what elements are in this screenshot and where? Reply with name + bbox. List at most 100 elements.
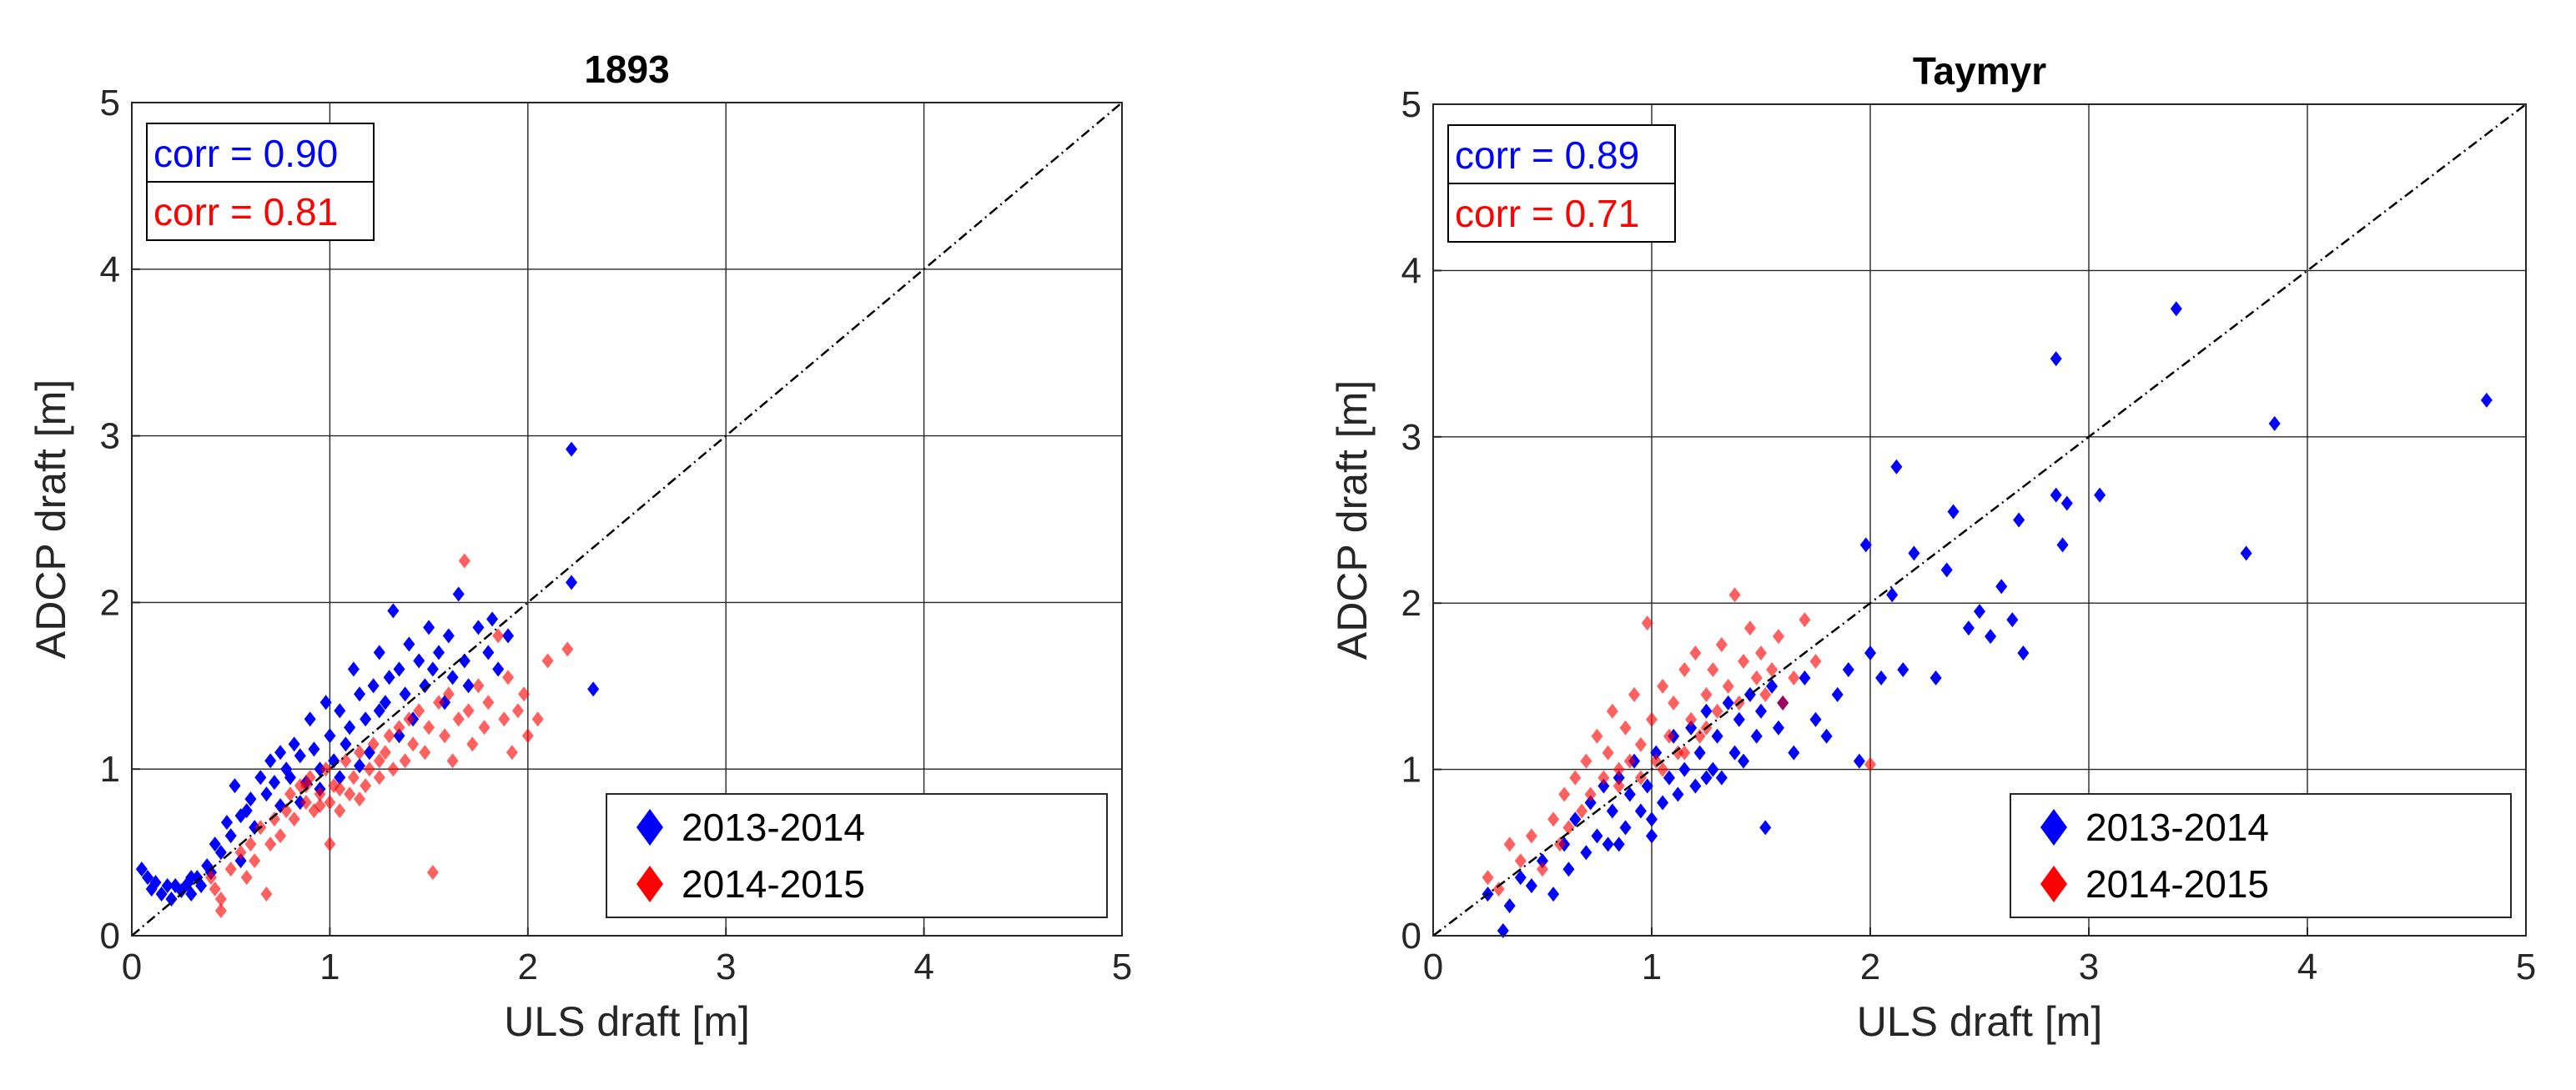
scatter-point-2013-2014: [373, 703, 385, 719]
scatter-point-2013-2014: [141, 870, 153, 886]
scatter-point-2013-2014: [254, 770, 267, 786]
scatter-point-2014-2015: [502, 670, 515, 686]
scatter-point-2013-2014: [1613, 770, 1625, 786]
corr-label-2013-2014: corr = 0.90: [153, 132, 338, 175]
scatter-point-2014-2015: [521, 728, 534, 744]
scatter-point-2013-2014: [1995, 579, 2008, 595]
scatter-point-2013-2014: [1514, 870, 1527, 886]
scatter-point-2014-2015: [1576, 803, 1588, 819]
scatter-point-2014-2015: [314, 798, 326, 814]
scatter-point-2013-2014: [1525, 878, 1537, 894]
scatter-point-2013-2014: [347, 661, 360, 677]
scatter-point-2014-2015: [354, 791, 366, 807]
scatter-point-2013-2014: [2240, 545, 2252, 561]
scatter-point-2013-2014: [1859, 537, 1872, 553]
scatter-point-2013-2014: [1678, 761, 1691, 777]
scatter-point-2014-2015: [1525, 828, 1537, 844]
scatter-point-2013-2014: [1755, 703, 1767, 719]
scatter-point-2014-2015: [334, 803, 346, 819]
scatter-point-2014-2015: [1553, 836, 1566, 852]
scatter-point-2013-2014: [1685, 720, 1698, 736]
scatter-point-2014-2015: [1750, 670, 1763, 686]
scatter-point-2013-2014: [1711, 728, 1723, 744]
legend-marker-2013-2014: [2040, 809, 2067, 846]
scatter-point-2013-2014: [387, 603, 400, 619]
scatter-point-2013-2014: [458, 653, 470, 669]
scatter-point-2014-2015: [360, 778, 372, 794]
corr-label-2013-2014: corr = 0.89: [1455, 133, 1639, 177]
scatter-point-2013-2014: [419, 678, 431, 694]
scatter-point-2013-2014: [340, 736, 352, 752]
y-tick-label: 4: [100, 249, 120, 290]
scatter-point-2013-2014: [240, 803, 253, 819]
scatter-point-2013-2014: [268, 775, 280, 791]
scatter-point-2014-2015: [373, 770, 385, 786]
scatter-point-2014-2015: [224, 861, 237, 877]
scatter-point-2013-2014: [393, 661, 405, 677]
one-to-one-line: [1432, 103, 2527, 937]
scatter-point-2014-2015: [1657, 761, 1669, 777]
scatter-point-2014-2015: [1728, 587, 1741, 603]
x-tick-label: 1: [319, 947, 340, 987]
scatter-point-2013-2014: [288, 736, 300, 752]
scatter-point-2014-2015: [399, 753, 411, 769]
scatter-point-2013-2014: [344, 720, 356, 736]
scatter-point-2014-2015: [1547, 811, 1560, 827]
scatter-point-2013-2014: [229, 778, 241, 794]
x-tick-label: 5: [2516, 947, 2536, 987]
scatter-point-2013-2014: [423, 620, 435, 635]
axes-frame: [1432, 103, 2527, 937]
scatter-point-2014-2015: [1619, 720, 1632, 736]
scatter-point-2013-2014: [1985, 629, 1997, 645]
scatter-point-2014-2015: [1569, 770, 1582, 786]
scatter-point-2014-2015: [1755, 645, 1767, 661]
scatter-point-2013-2014: [432, 645, 445, 661]
scatter-point-2014-2015: [506, 745, 518, 761]
scatter-point-2013-2014: [1759, 820, 1772, 836]
scatter-point-2014-2015: [1738, 653, 1750, 669]
scatter-point-2013-2014: [1715, 770, 1728, 786]
legend-label-2013-2014: 2013-2014: [682, 806, 865, 849]
scatter-point-2014-2015: [240, 870, 253, 886]
y-tick-label: 3: [1401, 417, 1421, 458]
scatter-point-2013-2014: [1974, 604, 1985, 620]
scatter-point-2013-2014: [214, 845, 227, 861]
scatter-point-2013-2014: [324, 728, 336, 744]
scatter-point-2014-2015: [531, 711, 544, 727]
scatter-point-2014-2015: [442, 686, 455, 702]
scatter-point-2014-2015: [1537, 861, 1548, 877]
legend-label-2014-2015: 2014-2015: [2085, 862, 2269, 906]
scatter-point-2014-2015: [387, 761, 400, 777]
scatter-point-2013-2014: [1750, 728, 1763, 744]
scatter-point-2013-2014: [2170, 301, 2182, 317]
scatter-point-2014-2015: [1606, 703, 1618, 719]
scatter-point-2013-2014: [2268, 415, 2281, 431]
scatter-point-2014-2015: [1678, 661, 1691, 677]
scatter-point-2013-2014: [360, 711, 372, 727]
scatter-point-2014-2015: [347, 770, 360, 786]
scatter-point-2013-2014: [452, 586, 465, 602]
scatter-point-2014-2015: [299, 795, 312, 811]
scatter-point-2014-2015: [274, 828, 287, 844]
scatter-point-2014-2015: [458, 553, 470, 569]
scatter-point-2013-2014: [185, 870, 198, 886]
scatter-point-2014-2015: [383, 728, 395, 744]
scatter-point-2014-2015: [466, 736, 479, 752]
scatter-point-2013-2014: [472, 620, 485, 635]
scatter-point-2013-2014: [274, 745, 287, 761]
scatter-point-2013-2014: [1619, 820, 1632, 836]
scatter-point-2013-2014: [1700, 770, 1713, 786]
scatter-point-2014-2015: [432, 695, 445, 711]
scatter-point-2014-2015: [1482, 870, 1494, 886]
scatter-point-2013-2014: [1799, 670, 1811, 686]
scatter-point-2014-2015: [1693, 728, 1706, 744]
y-tick-label: 5: [1401, 84, 1421, 125]
x-tick-label: 3: [716, 947, 736, 987]
scatter-point-2014-2015: [367, 736, 380, 752]
scatter-point-2014-2015: [1722, 678, 1734, 694]
x-tick-label: 5: [1112, 947, 1132, 987]
scatter-point-2013-2014: [149, 875, 162, 891]
corr-label-2014-2015: corr = 0.81: [153, 190, 338, 234]
scatter-point-2014-2015: [1777, 695, 1789, 711]
